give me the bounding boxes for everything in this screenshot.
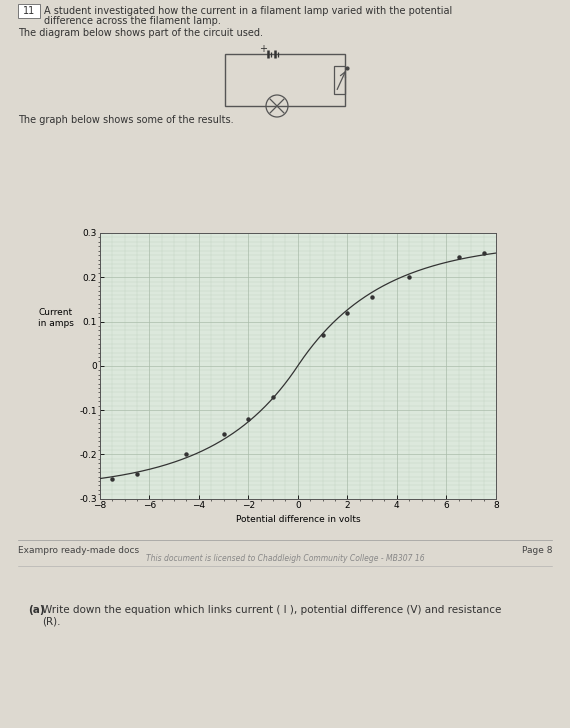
Text: 11: 11 (23, 6, 35, 16)
Text: This document is licensed to Chaddleigh Community College - MB307 16: This document is licensed to Chaddleigh … (146, 554, 424, 563)
Text: Write down the equation which links current ( I ), potential difference (V) and : Write down the equation which links curr… (42, 605, 502, 615)
Text: The diagram below shows part of the circuit used.: The diagram below shows part of the circ… (18, 28, 263, 38)
Text: +: + (259, 44, 267, 54)
Text: (a): (a) (28, 605, 44, 615)
Bar (18, 4, 40, 18)
Bar (334, 66, 345, 94)
Text: Current
in amps: Current in amps (38, 308, 74, 328)
Text: The graph below shows some of the results.: The graph below shows some of the result… (18, 115, 234, 125)
X-axis label: Potential difference in volts: Potential difference in volts (235, 515, 360, 523)
Text: Page 8: Page 8 (522, 546, 552, 555)
Text: Exampro ready-made docs: Exampro ready-made docs (18, 546, 139, 555)
Text: (R).: (R). (42, 617, 60, 627)
Text: difference across the filament lamp.: difference across the filament lamp. (44, 16, 221, 26)
Text: A student investigated how the current in a filament lamp varied with the potent: A student investigated how the current i… (44, 6, 452, 16)
Bar (225, 54, 345, 106)
